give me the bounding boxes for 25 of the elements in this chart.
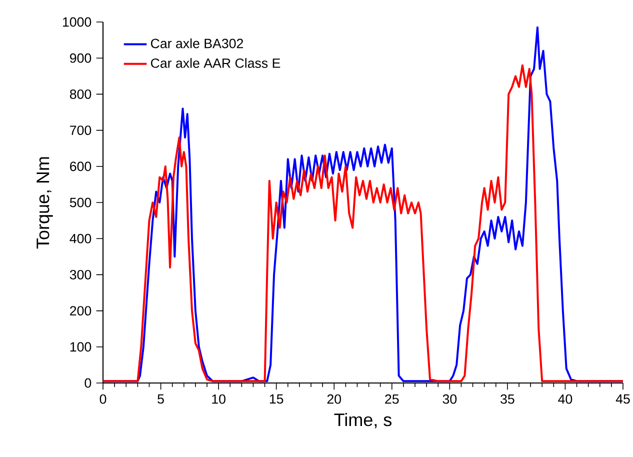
x-tick-label: 5 [158,394,164,404]
y-tick-label: 300 [70,270,92,280]
x-axis-title: Time, s [334,412,392,428]
x-tick-label: 10 [212,394,226,404]
y-tick-label: 700 [70,126,92,136]
y-tick-label: 900 [70,53,92,63]
y-tick-label: 800 [70,89,92,99]
y-tick-label: 1000 [62,17,92,27]
y-tick-label: 600 [70,162,92,172]
x-tick-label: 0 [100,394,106,404]
x-tick-label: 40 [558,394,572,404]
legend-label: Car axle AAR Class E [150,58,280,68]
legend-label: Car axle BA302 [150,38,243,48]
x-tick-label: 15 [270,394,284,404]
y-tick-label: 500 [70,198,92,208]
y-tick-label: 100 [70,342,92,352]
y-tick-label: 0 [84,378,92,388]
x-tick-label: 45 [616,394,630,404]
x-tick-label: 20 [327,394,342,404]
x-tick-label: 35 [500,394,514,404]
x-tick-label: 25 [385,394,399,404]
x-tick-label: 30 [442,394,457,404]
y-tick-label: 400 [70,234,92,244]
y-axis-title: Torque, Nm [36,157,53,249]
y-tick-label: 200 [70,306,92,316]
